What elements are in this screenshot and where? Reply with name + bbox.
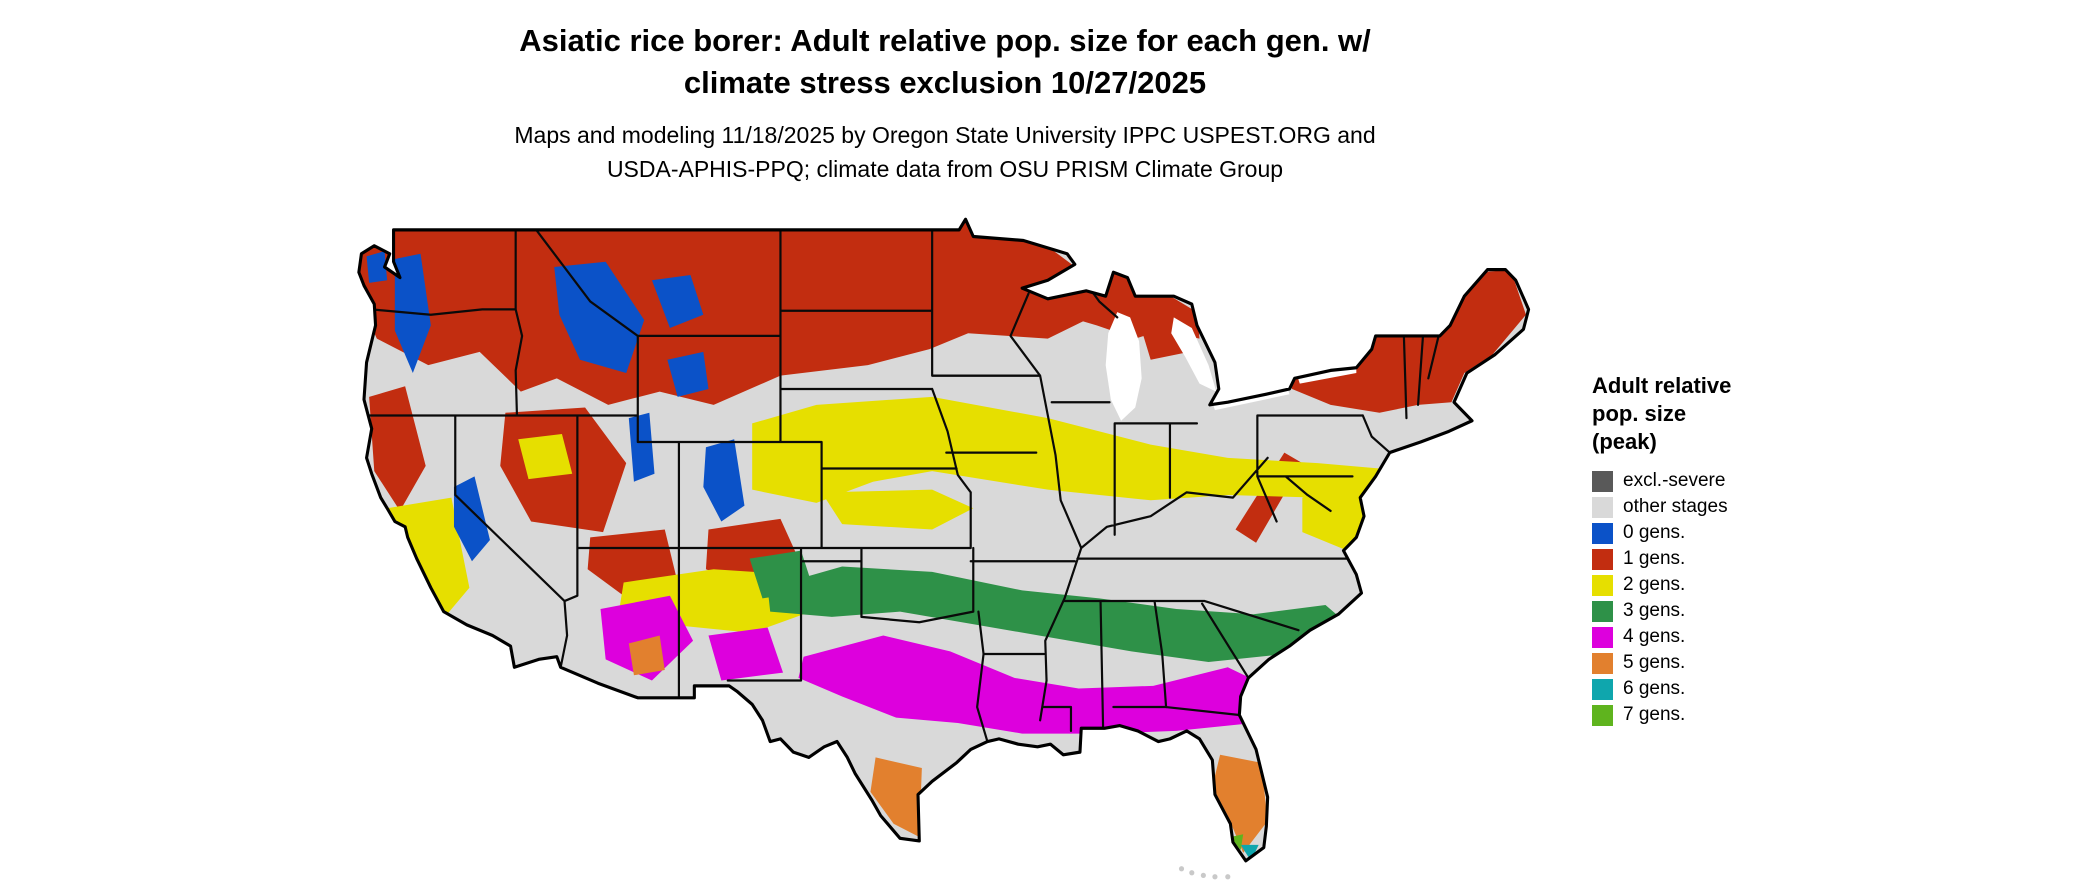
legend-label: 7 gens. — [1623, 704, 1686, 725]
legend-title-line-2: pop. size — [1592, 401, 1687, 426]
legend-item-7-gens: 7 gens. — [1592, 702, 1882, 728]
legend-label: 3 gens. — [1623, 600, 1686, 621]
legend-item-3-gens: 3 gens. — [1592, 598, 1882, 624]
legend-label: 5 gens. — [1623, 652, 1686, 673]
map-regions-1-gen — [358, 221, 1527, 596]
map-regions-4-gens — [600, 595, 1267, 734]
legend: Adult relative pop. size (peak) excl.-se… — [1592, 372, 1882, 728]
legend-item-excl-severe: excl.-severe — [1592, 468, 1882, 494]
legend-swatch-1-gens — [1592, 548, 1613, 570]
legend-title-line-1: Adult relative — [1592, 373, 1732, 398]
legend-title: Adult relative pop. size (peak) — [1592, 372, 1882, 456]
subtitle-line-1: Maps and modeling 11/18/2025 by Oregon S… — [514, 122, 1376, 148]
legend-label: 6 gens. — [1623, 678, 1686, 699]
legend-label: 2 gens. — [1623, 574, 1686, 595]
legend-swatch-2-gens — [1592, 574, 1613, 596]
title-line-1: Asiatic rice borer: Adult relative pop. … — [519, 23, 1371, 58]
legend-swatch-3-gens — [1592, 600, 1613, 622]
legend-swatch-7-gens — [1592, 704, 1613, 726]
legend-label: other stages — [1623, 496, 1728, 517]
map-regions-6-gens — [1240, 844, 1259, 861]
state-borders — [365, 228, 1443, 743]
legend-item-1-gens: 1 gens. — [1592, 546, 1882, 572]
page-title: Asiatic rice borer: Adult relative pop. … — [330, 20, 1560, 104]
legend-item-4-gens: 4 gens. — [1592, 624, 1882, 650]
title-line-2: climate stress exclusion 10/27/2025 — [683, 65, 1207, 100]
legend-swatch-excl-severe — [1592, 470, 1613, 492]
page-subtitle: Maps and modeling 11/18/2025 by Oregon S… — [300, 118, 1590, 186]
legend-item-0-gens: 0 gens. — [1592, 520, 1882, 546]
legend-swatch-4-gens — [1592, 626, 1613, 648]
legend-label: 4 gens. — [1623, 626, 1686, 647]
map-raster-layers — [358, 219, 1529, 861]
legend-label: 1 gens. — [1623, 548, 1686, 569]
legend-swatch-6-gens — [1592, 678, 1613, 700]
us-outline — [357, 217, 1531, 863]
legend-label: 0 gens. — [1623, 522, 1686, 543]
legend-title-line-3: (peak) — [1592, 429, 1657, 454]
us-generation-map — [328, 210, 1562, 886]
legend-item-other-stages: other stages — [1592, 494, 1882, 520]
florida-keys — [1178, 866, 1231, 880]
legend-item-2-gens: 2 gens. — [1592, 572, 1882, 598]
map-regions-3-gens — [749, 550, 1349, 662]
legend-label: excl.-severe — [1623, 470, 1726, 491]
map-regions-2-gens — [387, 396, 1398, 633]
legend-items: excl.-severe other stages 0 gens. 1 gens… — [1592, 468, 1882, 728]
legend-item-5-gens: 5 gens. — [1592, 650, 1882, 676]
legend-swatch-0-gens — [1592, 522, 1613, 544]
legend-item-6-gens: 6 gens. — [1592, 676, 1882, 702]
legend-swatch-other-stages — [1592, 496, 1613, 518]
us-map-svg — [357, 217, 1531, 880]
legend-swatch-5-gens — [1592, 652, 1613, 674]
subtitle-line-2: USDA-APHIS-PPQ; climate data from OSU PR… — [606, 156, 1284, 182]
map-regions-0-gens — [366, 251, 745, 562]
